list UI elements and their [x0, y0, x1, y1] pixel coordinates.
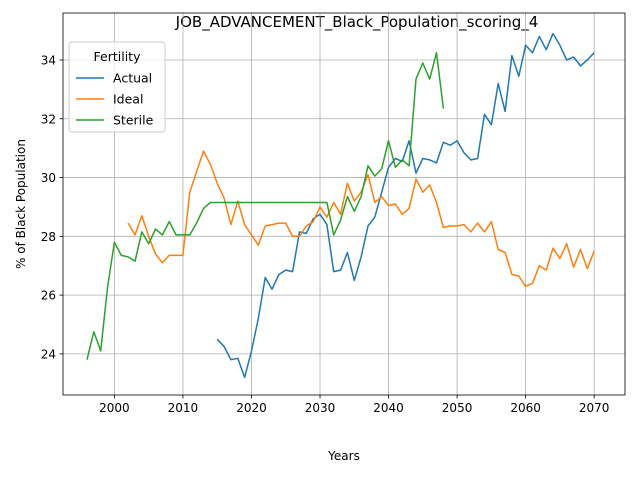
y-axis-label: % of Black Population — [14, 139, 28, 269]
y-tick-label: 28 — [41, 230, 56, 244]
x-axis-label: Years — [327, 449, 360, 463]
x-tick-label: 2010 — [168, 401, 199, 415]
series-line-actual — [216, 32, 595, 379]
legend-box — [68, 41, 166, 133]
x-tick-label: 2040 — [373, 401, 404, 415]
gridlines — [63, 13, 625, 395]
y-tick-label: 34 — [41, 54, 56, 68]
legend-label-ideal: Ideal — [113, 92, 143, 107]
x-tick-label: 2030 — [305, 401, 336, 415]
x-axis-ticks: 2000 2010 2020 2030 2040 2050 2060 2070 — [99, 395, 609, 415]
series-line-sterile — [86, 51, 445, 360]
y-axis-ticks: 24 26 28 30 32 34 — [41, 54, 63, 361]
y-tick-label: 24 — [41, 347, 56, 361]
y-tick-label: 32 — [41, 112, 56, 126]
series-lines — [86, 32, 595, 379]
legend-label-sterile: Sterile — [113, 113, 154, 128]
y-tick-label: 26 — [41, 289, 56, 303]
x-tick-label: 2070 — [579, 401, 610, 415]
x-tick-label: 2000 — [99, 401, 130, 415]
chart-title: JOB_ADVANCEMENT_Black_Population_scoring… — [175, 13, 539, 32]
legend: Fertility Actual Ideal Sterile — [68, 41, 166, 133]
legend-title: Fertility — [94, 49, 142, 64]
x-tick-label: 2050 — [442, 401, 473, 415]
y-tick-label: 30 — [41, 171, 56, 185]
series-line-ideal — [127, 150, 595, 288]
legend-label-actual: Actual — [113, 71, 152, 86]
x-tick-label: 2060 — [510, 401, 541, 415]
x-tick-label: 2020 — [236, 401, 267, 415]
plot-frame — [62, 12, 626, 396]
